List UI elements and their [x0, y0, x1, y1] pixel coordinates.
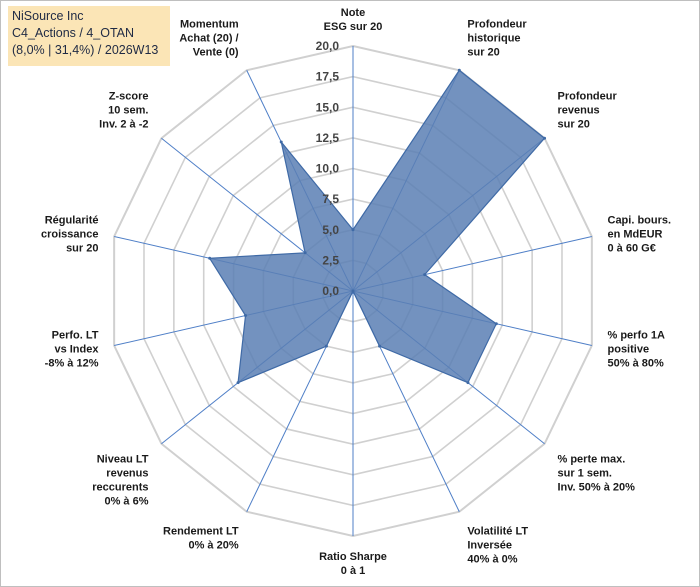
- data-point: [279, 140, 283, 144]
- data-point: [324, 344, 328, 348]
- axis-label: Niveau LT revenus reccurents 0% à 6%: [92, 453, 149, 507]
- data-point: [236, 381, 240, 385]
- tick-label: 17,5: [316, 70, 340, 84]
- data-point: [351, 289, 355, 293]
- data-point: [423, 273, 427, 277]
- title-category: C4_Actions / 4_OTAN: [12, 26, 135, 40]
- axis-label: Perfo. LT vs Index -8% à 12%: [45, 330, 100, 370]
- axis-label: Momentum Achat (20) / Vente (0): [179, 19, 239, 59]
- data-point: [494, 322, 498, 326]
- axis-label: Note ESG sur 20: [324, 7, 383, 33]
- data-point: [543, 136, 547, 140]
- axis-label: Volatilité LT Inversée 40% à 0%: [467, 525, 528, 565]
- axis-label: Capi. bours. en MdEUR 0 à 60 G€: [608, 214, 672, 254]
- axis-label: % perte max. sur 1 sem. Inv. 50% à 20%: [557, 453, 635, 493]
- tick-label: 0,0: [322, 284, 339, 298]
- tick-label: 15,0: [316, 100, 340, 114]
- tick-label: 7,5: [322, 192, 339, 206]
- title-company: NiSource Inc: [12, 9, 84, 23]
- data-point: [208, 256, 212, 260]
- axis-label: Profondeur historique sur 20: [467, 19, 527, 59]
- tick-label: 5,0: [322, 223, 339, 237]
- data-point: [244, 314, 248, 318]
- tick-label: 20,0: [316, 39, 340, 53]
- title-stats: (8,0% | 31,4%) / 2026W13: [12, 43, 159, 57]
- data-point: [351, 228, 355, 232]
- tick-label: 12,5: [316, 131, 340, 145]
- data-point: [466, 381, 470, 385]
- axis-label: % perfo 1A positive 50% à 80%: [608, 330, 666, 370]
- axis-label: Régularité croissance sur 20: [41, 214, 98, 254]
- data-point: [457, 68, 461, 72]
- chart-title-box: NiSource Inc C4_Actions / 4_OTAN (8,0% |…: [8, 6, 170, 66]
- axis-label: Z-score 10 sem. Inv. 2 à -2: [99, 91, 148, 131]
- data-point: [303, 251, 307, 255]
- data-series-area: [208, 69, 546, 384]
- axis-label: Profondeur revenus sur 20: [557, 91, 617, 131]
- axis-label: Rendement LT 0% à 20%: [163, 525, 239, 551]
- tick-label: 2,5: [322, 253, 339, 267]
- data-point: [378, 344, 382, 348]
- axis-label: Ratio Sharpe 0 à 1: [319, 551, 387, 577]
- tick-label: 10,0: [316, 162, 340, 176]
